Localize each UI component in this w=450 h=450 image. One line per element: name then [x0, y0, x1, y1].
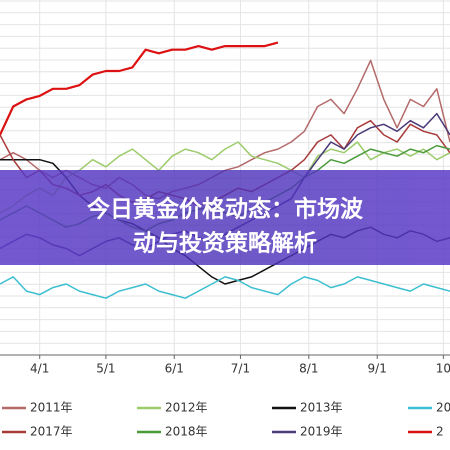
series-line	[0, 41, 279, 136]
legend-label: 2011年	[30, 401, 73, 415]
legend-label: 20	[436, 401, 450, 415]
x-tick-label: 7/1	[231, 362, 250, 376]
x-tick-label: 4/1	[30, 362, 49, 376]
banner-line: 今日黄金价格动态：市场波	[87, 196, 364, 223]
x-tick-label: 9/1	[368, 362, 387, 376]
legend-label: 2012年	[165, 401, 208, 415]
legend-label: 2018年	[165, 425, 208, 439]
banner: 今日黄金价格动态：市场波 动与投资策略解析	[0, 170, 450, 265]
banner-bg	[0, 170, 450, 265]
legend: 2011年 2012年 2013年 20 2017年 2018年 2019年 2	[2, 401, 450, 439]
legend-label: 2019年	[300, 425, 343, 439]
x-tick-label: 6/1	[165, 362, 184, 376]
x-tick-label: 5/1	[96, 362, 115, 376]
legend-label: 2013年	[300, 401, 343, 415]
legend-label: 2	[436, 425, 444, 439]
legend-label: 2017年	[30, 425, 73, 439]
series-line	[0, 276, 450, 299]
x-tick-label: 8/1	[299, 362, 318, 376]
banner-line: 动与投资策略解析	[133, 230, 317, 257]
x-tick-label: 10	[436, 362, 450, 376]
